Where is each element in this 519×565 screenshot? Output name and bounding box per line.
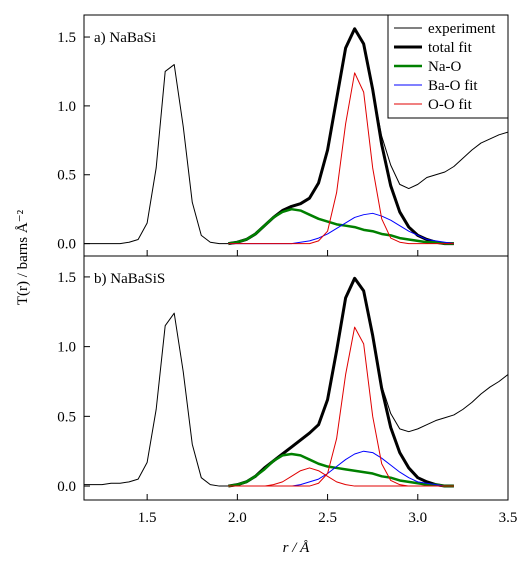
y-tick-label: 0.0 <box>57 237 76 253</box>
x-tick-label: 1.5 <box>138 510 157 526</box>
x-tick-label: 2.5 <box>318 510 337 526</box>
legend-label: total fit <box>428 40 473 56</box>
x-tick-label: 2.0 <box>228 510 247 526</box>
legend-label: Ba-O fit <box>428 78 478 94</box>
x-tick-label: 3.5 <box>499 510 518 526</box>
x-tick-label: 3.0 <box>408 510 427 526</box>
series-line <box>228 467 454 487</box>
panel-label: a) NaBaSi <box>94 30 156 46</box>
y-tick-label: 0.5 <box>57 409 76 425</box>
y-axis-label: T(r) / barns Å⁻² <box>15 209 31 305</box>
plot-frame <box>83 255 509 501</box>
y-tick-label: 1.5 <box>57 30 76 46</box>
y-tick-label: 1.5 <box>57 270 76 286</box>
x-axis-label: r / Å <box>283 540 311 556</box>
plot-area <box>84 27 508 246</box>
legend-label: Na-O <box>428 59 461 75</box>
legend-label: experiment <box>428 21 496 37</box>
legend-label: O-O fit <box>428 97 473 113</box>
plot-area <box>84 276 508 488</box>
series-line <box>228 452 454 488</box>
series-line <box>228 207 454 245</box>
series-line <box>228 326 454 487</box>
y-tick-label: 0.0 <box>57 479 76 495</box>
panel-label: b) NaBaSiS <box>94 271 165 287</box>
series-line <box>228 276 454 488</box>
y-tick-label: 1.0 <box>57 99 76 115</box>
y-tick-label: 1.0 <box>57 340 76 356</box>
series-line <box>228 72 454 245</box>
y-tick-label: 0.5 <box>57 168 76 184</box>
